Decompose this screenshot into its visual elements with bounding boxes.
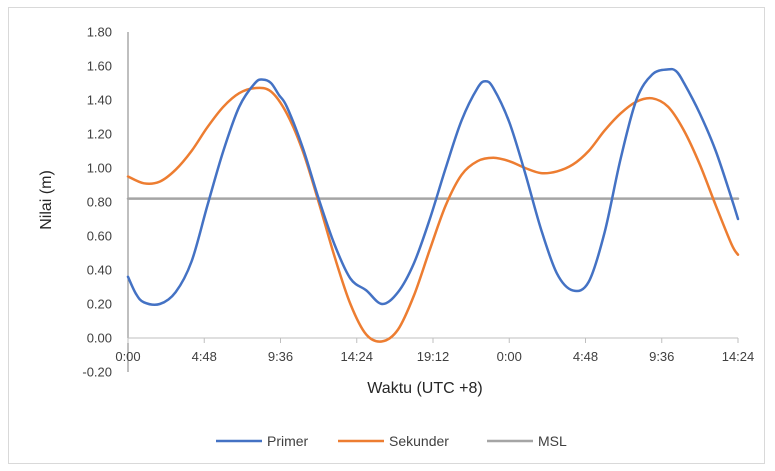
y-tick-label: 1.40 bbox=[87, 93, 112, 108]
y-tick-label: 1.20 bbox=[87, 127, 112, 142]
legend-label-sekunder: Sekunder bbox=[389, 433, 449, 449]
x-tick-label: 0:00 bbox=[115, 349, 140, 364]
series-layer bbox=[126, 67, 740, 343]
x-tick-label: 0:00 bbox=[497, 349, 522, 364]
x-tick-label: 4:48 bbox=[573, 349, 598, 364]
y-tick-label: 0.40 bbox=[87, 263, 112, 278]
y-tick-label: 0.80 bbox=[87, 195, 112, 210]
y-tick-label: 0.60 bbox=[87, 229, 112, 244]
y-axis-title: Nilai (m) bbox=[38, 170, 55, 230]
legend: Primer Sekunder MSL bbox=[216, 433, 567, 449]
legend-label-primer: Primer bbox=[267, 433, 309, 449]
y-axis-ticks: -0.20 0.00 0.20 0.40 0.60 0.80 1.00 1.20 1.40 1.6… bbox=[82, 25, 112, 380]
x-axis-ticks: 0:00 4:48 9:36 14:24 19:12 0:00 4:48 9:36 14:24 bbox=[115, 338, 754, 364]
y-tick-label: 0.00 bbox=[87, 331, 112, 346]
series-line-sekunder bbox=[126, 86, 740, 343]
x-tick-label: 9:36 bbox=[268, 349, 293, 364]
x-tick-label: 9:36 bbox=[649, 349, 674, 364]
x-tick-label: 14:24 bbox=[340, 349, 373, 364]
x-tick-label: 4:48 bbox=[192, 349, 217, 364]
y-tick-label: 1.60 bbox=[87, 59, 112, 74]
legend-label-msl: MSL bbox=[538, 433, 567, 449]
x-tick-label: 19:12 bbox=[417, 349, 450, 364]
x-tick-label: 14:24 bbox=[722, 349, 755, 364]
chart-frame bbox=[8, 7, 765, 464]
y-tick-label: -0.20 bbox=[82, 365, 112, 380]
series-line-primer bbox=[126, 67, 740, 306]
x-axis-title: Waktu (UTC +8) bbox=[367, 380, 482, 397]
y-tick-label: 1.80 bbox=[87, 25, 112, 40]
y-tick-label: 0.20 bbox=[87, 297, 112, 312]
y-tick-label: 1.00 bbox=[87, 161, 112, 176]
